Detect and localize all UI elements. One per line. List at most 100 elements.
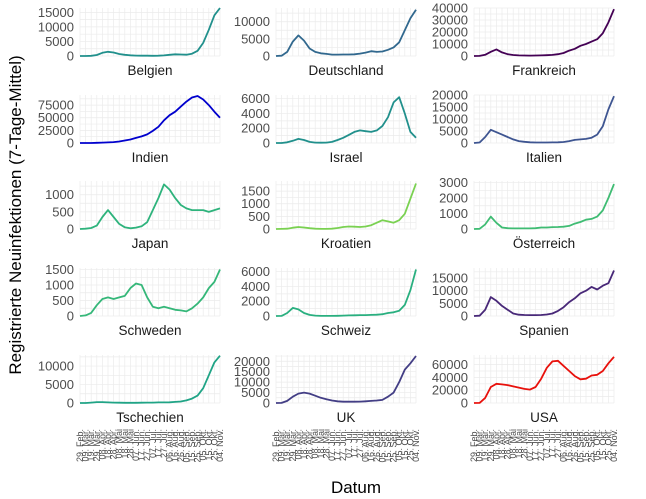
y-tick-label: 15000 [38, 5, 74, 20]
x-tick-label: 16. Aug. [170, 429, 180, 462]
x-tick-label: 04. Nov. [411, 429, 421, 462]
series-line-österreich [473, 183, 615, 230]
x-tick-label: 18. Apr. [103, 429, 113, 460]
panel-background [80, 8, 220, 56]
y-tick-label: 0 [67, 49, 74, 64]
y-tick-label: 0 [67, 222, 74, 237]
series-line-deutschland [275, 9, 417, 57]
x-tick-label: 06. Aug. [165, 429, 175, 462]
x-tick-label: 08. Mai [508, 429, 518, 459]
x-tick-label: 28. Apr. [109, 429, 119, 460]
y-tick-label: 40000 [432, 370, 468, 385]
x-tick-label: 19. Mär. [480, 429, 490, 462]
y-tick-label: 1000 [439, 206, 468, 221]
x-tick-label: 05. Sep. [575, 429, 585, 463]
y-tick-label: 20000 [432, 88, 468, 103]
x-tick-label: 05. Okt. [394, 429, 404, 461]
y-tick-label: 5000 [439, 296, 468, 311]
y-tick-label: 1000 [241, 196, 270, 211]
y-tick-label: 0 [461, 222, 468, 237]
x-tick-label: 05. Sep. [181, 429, 191, 463]
panel-label: Belgien [127, 63, 172, 78]
x-tick-label: 26. Aug. [372, 429, 382, 462]
y-tick-label: 1000 [45, 187, 74, 202]
panel-label: Schweden [118, 323, 181, 338]
x-tick-label: 16. Aug. [564, 429, 574, 462]
y-tick-label: 500 [52, 293, 74, 308]
x-tick-label: 17. Jun. [137, 429, 147, 461]
panel-background [474, 268, 614, 316]
x-tick-label: 28. Apr. [503, 429, 513, 460]
y-tick-label: 0 [263, 396, 270, 411]
x-tick-label: 06. Aug. [361, 429, 371, 462]
y-tick-label: 0 [263, 309, 270, 324]
series-line-uk [275, 355, 417, 404]
y-tick-label: 15000 [432, 100, 468, 115]
y-tick-label: 0 [461, 136, 468, 151]
x-tick-label: 08. Apr. [491, 429, 501, 460]
y-tick-label: 5000 [45, 377, 74, 392]
y-tick-label: 2000 [241, 121, 270, 136]
x-tick-label: 26. Aug. [176, 429, 186, 462]
y-tick-label: 0 [461, 396, 468, 411]
series-line-indien [80, 95, 221, 144]
series-line-israel [276, 96, 417, 144]
panel-background [276, 355, 416, 403]
panel-background [276, 268, 416, 316]
panel-label: Frankreich [512, 63, 576, 78]
panel-background [80, 95, 220, 143]
y-tick-label: 20000 [432, 383, 468, 398]
x-tick-label: 17. Jul. [349, 429, 359, 458]
x-tick-label: 17. Jun. [333, 429, 343, 461]
y-tick-label: 1500 [241, 184, 270, 199]
x-tick-label: 05. Sep. [377, 429, 387, 463]
y-tick-label: 500 [248, 209, 270, 224]
x-tick-label: 28. Mai [519, 429, 529, 459]
x-tick-label: 25. Okt. [405, 429, 415, 461]
x-tick-label: 27. Jun. [536, 429, 546, 461]
x-tick-label: 28. Mai [125, 429, 135, 459]
y-tick-label: 1500 [45, 262, 74, 277]
y-axis-title: Registrierte Neuinfektionen (7-Tage-Mitt… [6, 55, 25, 374]
panel-label: Japan [132, 236, 169, 251]
x-tick-label: 15. Sep. [187, 429, 197, 463]
panel-background [474, 355, 614, 403]
x-tick-label: 08. Mai [114, 429, 124, 459]
y-tick-label: 10000 [234, 14, 270, 29]
x-tick-label: 09. Mär. [81, 429, 91, 462]
x-tick-label: 09. Mär. [277, 429, 287, 462]
x-tick-label: 29. Feb. [469, 429, 479, 462]
y-tick-label: 15000 [432, 271, 468, 286]
x-tick-label: 25. Sep. [389, 429, 399, 463]
chart-panels: 050001000015000Belgien0500010000Deutschl… [38, 1, 619, 463]
y-tick-label: 75000 [38, 98, 74, 113]
y-tick-label: 20000 [432, 25, 468, 40]
x-tick-label: 18. Mai [120, 429, 130, 459]
y-tick-label: 4000 [241, 279, 270, 294]
y-tick-label: 20000 [234, 354, 270, 369]
y-tick-label: 0 [263, 49, 270, 64]
y-tick-label: 500 [52, 204, 74, 219]
y-tick-label: 0 [263, 136, 270, 151]
x-tick-label: 27. Jul. [553, 429, 563, 458]
x-tick-label: 15. Sep. [581, 429, 591, 463]
x-tick-label: 07. Jul. [344, 429, 354, 458]
panel-label: Schweiz [321, 323, 372, 338]
x-tick-label: 25. Sep. [587, 429, 597, 463]
x-tick-label: 26. Aug. [570, 429, 580, 462]
y-tick-label: 30000 [432, 13, 468, 28]
series-line-frankreich [473, 8, 615, 57]
y-tick-label: 6000 [241, 264, 270, 279]
y-tick-label: 10000 [234, 375, 270, 390]
x-tick-labels: 29. Feb.09. Mär.19. Mär.29. Mär.08. Apr.… [469, 429, 619, 463]
panel-background [80, 181, 220, 229]
x-tick-label: 05. Okt. [592, 429, 602, 461]
x-tick-labels: 29. Feb.09. Mär.19. Mär.29. Mär.08. Apr.… [271, 429, 421, 463]
panel-background [80, 268, 220, 316]
y-tick-label: 0 [461, 309, 468, 324]
panel-label: Österreich [513, 236, 575, 251]
y-tick-label: 6000 [241, 91, 270, 106]
